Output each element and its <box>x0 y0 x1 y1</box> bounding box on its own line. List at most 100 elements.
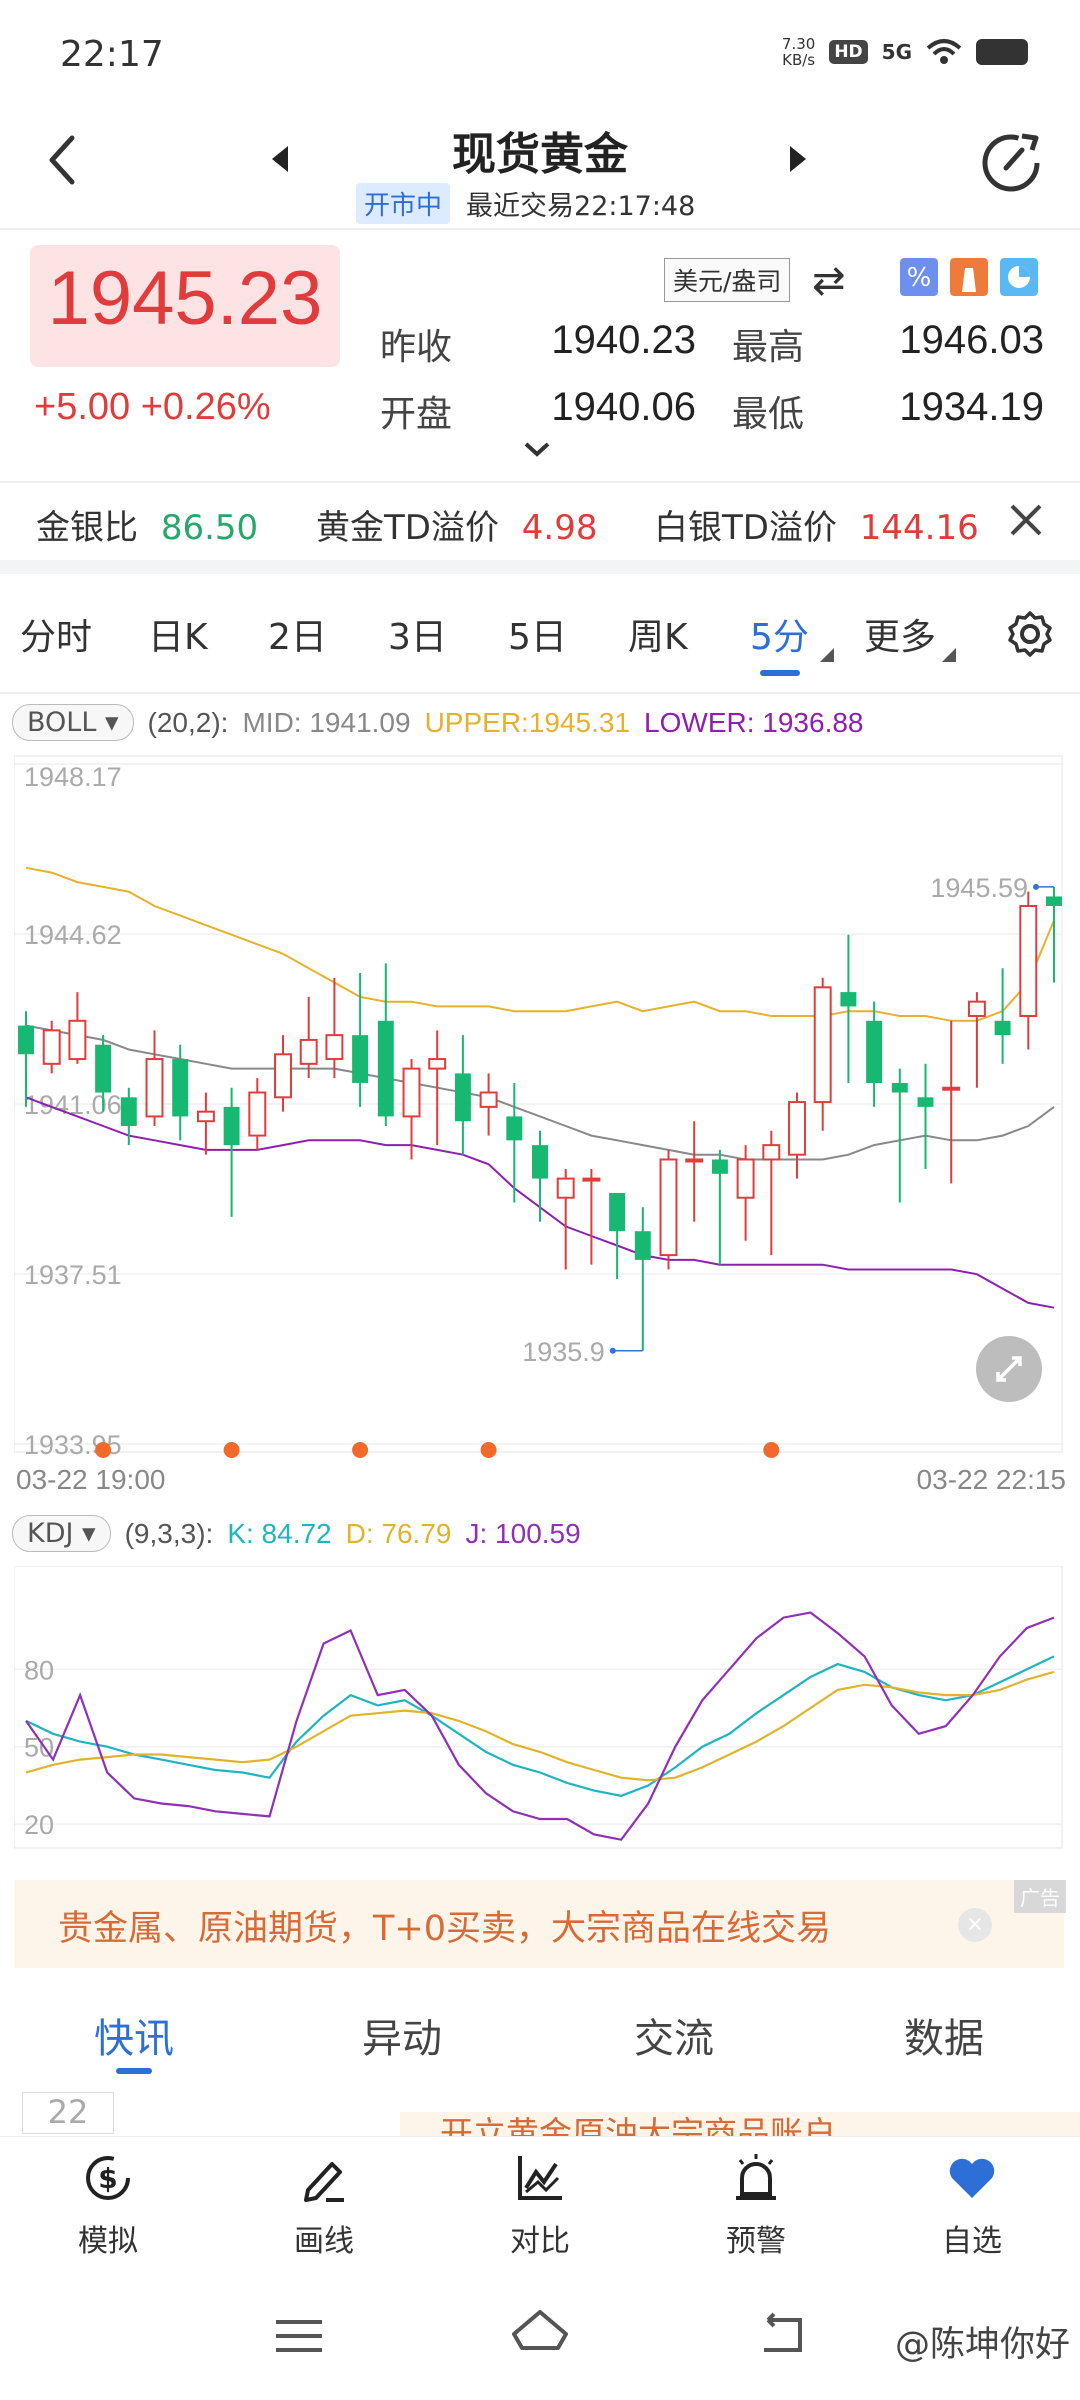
network-speed-unit: KB/s <box>782 51 816 69</box>
toolbar-label: 对比 <box>510 2224 570 2259</box>
ratio-label: 白银TD溢价 <box>654 508 837 548</box>
low-value: 1934.19 <box>899 385 1044 429</box>
candle-body <box>840 992 857 1007</box>
ad-banner[interactable] <box>14 1880 1064 1968</box>
tab-movement[interactable]: 异动 <box>362 2016 442 2062</box>
menu-icon[interactable] <box>274 2316 324 2356</box>
toolbar-draw[interactable]: 画线 <box>254 2150 394 2260</box>
tab-3day[interactable]: 3日 <box>388 617 447 658</box>
next-instrument-icon[interactable] <box>786 144 810 174</box>
candle <box>840 934 857 1083</box>
candle <box>196 1092 215 1155</box>
tab-weekly-k[interactable]: 周K <box>628 617 688 658</box>
battery-icon <box>976 39 1028 65</box>
kdj-name: KDJ <box>27 1518 74 1549</box>
kdj-chart[interactable]: 80 50 20 <box>14 1566 1066 1850</box>
kdj-k-line <box>25 1655 1055 1797</box>
boll-indicator-selector[interactable]: BOLL ▾ <box>12 704 134 741</box>
boll-upper-line <box>25 866 1055 1022</box>
swap-icon[interactable]: ⇄ <box>812 258 846 304</box>
fullscreen-button[interactable] <box>976 1336 1042 1402</box>
close-icon[interactable] <box>1008 502 1044 538</box>
page-title: 现货黄金 <box>452 129 628 180</box>
event-marker <box>223 1442 240 1458</box>
candle-body <box>582 1177 601 1182</box>
ratio-label: 黄金TD溢价 <box>316 508 499 548</box>
last-trade-time: 最近交易22:17:48 <box>466 191 696 222</box>
kdj-params: (9,3,3): <box>124 1517 214 1549</box>
event-marker <box>352 1442 369 1458</box>
candle-body <box>736 1158 755 1199</box>
ad-close-button[interactable]: × <box>958 1908 992 1942</box>
boll-mid: MID: 1941.09 <box>242 706 411 738</box>
system-nav-bar <box>0 2270 1080 2400</box>
chart-compare-icon <box>518 2156 562 2200</box>
home-icon[interactable] <box>510 2308 570 2358</box>
candle-body <box>788 1101 806 1156</box>
candle <box>711 1149 728 1265</box>
dollar-exchange-icon: $ <box>86 2156 130 2200</box>
candle <box>967 992 986 1088</box>
candle-body <box>120 1097 137 1126</box>
candle-body <box>917 1097 934 1107</box>
candle <box>788 1092 806 1179</box>
tab-intraday[interactable]: 分时 <box>20 617 93 658</box>
candle <box>325 977 344 1079</box>
low-label: 最低 <box>732 394 805 435</box>
silver-td-premium: 白银TD溢价 144.16 <box>654 500 979 549</box>
settings-gear-icon[interactable] <box>1006 610 1054 658</box>
market-subline: 开市中 最近交易22:17:48 <box>356 183 695 224</box>
hd-icon: HD <box>829 40 868 64</box>
candlestick-chart[interactable]: 1948.171944.621941.061937.511933.951945.… <box>14 752 1066 1462</box>
candle-body <box>325 1034 344 1061</box>
ratio-value: 4.98 <box>521 508 598 548</box>
fullscreen-icon <box>996 1356 1022 1382</box>
refresh-icon[interactable] <box>978 130 1044 196</box>
candle-body <box>762 1144 781 1161</box>
tab-2day[interactable]: 2日 <box>268 617 327 658</box>
candle <box>634 1207 651 1351</box>
candle-body <box>685 1158 704 1163</box>
high-value: 1946.03 <box>899 318 1044 362</box>
event-marker <box>95 1442 112 1458</box>
toolbar-simulate[interactable]: $ 模拟 <box>38 2150 178 2260</box>
unit-selector[interactable]: 美元/盎司 <box>664 258 791 302</box>
y-tick-label: 1944.62 <box>24 920 122 950</box>
pie-tool-icon[interactable] <box>1000 258 1038 296</box>
tab-5min[interactable]: 5分 <box>750 617 809 658</box>
tab-news-flash[interactable]: 快讯 <box>94 2016 174 2062</box>
toolbar-label: 自选 <box>942 2224 1002 2259</box>
kdj-indicator-selector[interactable]: KDJ ▾ <box>12 1515 111 1552</box>
prev-instrument-icon[interactable] <box>268 144 292 174</box>
candle <box>479 1073 498 1136</box>
candle <box>274 1035 292 1112</box>
toolbar-label: 模拟 <box>78 2224 138 2259</box>
candle-body <box>352 1035 369 1083</box>
toolbar-favorite[interactable]: 自选 <box>902 2150 1042 2260</box>
back-nav-icon[interactable] <box>756 2312 806 2356</box>
max-annotation-dot <box>1033 883 1039 890</box>
wifi-icon <box>926 39 962 64</box>
candle-body <box>377 1020 394 1117</box>
lighthouse-tool-icon[interactable] <box>950 258 988 296</box>
toolbar-alert[interactable]: 预警 <box>686 2150 826 2260</box>
section-separator <box>0 560 1080 574</box>
y-tick-label: 1948.17 <box>24 762 122 792</box>
tab-5day[interactable]: 5日 <box>508 617 567 658</box>
tabs-divider <box>0 692 1080 694</box>
ad-text[interactable]: 贵金属、原油期货，T+0买卖，大宗商品在线交易 <box>58 1909 831 1949</box>
tab-data[interactable]: 数据 <box>904 2016 984 2062</box>
tab-more[interactable]: 更多 <box>864 617 937 658</box>
y-tick-label: 1937.51 <box>24 1260 122 1290</box>
toolbar-compare[interactable]: 对比 <box>470 2150 610 2260</box>
tab-discussion[interactable]: 交流 <box>634 2016 714 2062</box>
ratio-value: 144.16 <box>859 508 979 548</box>
tab-daily-k[interactable]: 日K <box>148 617 208 658</box>
back-icon[interactable] <box>40 130 90 190</box>
expand-chevron-icon[interactable] <box>522 440 552 458</box>
percent-tool-icon[interactable]: % <box>900 258 938 296</box>
candle-body <box>479 1091 498 1108</box>
candle <box>556 1169 575 1270</box>
min-annotation: 1935.9 <box>522 1337 605 1367</box>
ad-tag: 广告 <box>1014 1880 1066 1913</box>
